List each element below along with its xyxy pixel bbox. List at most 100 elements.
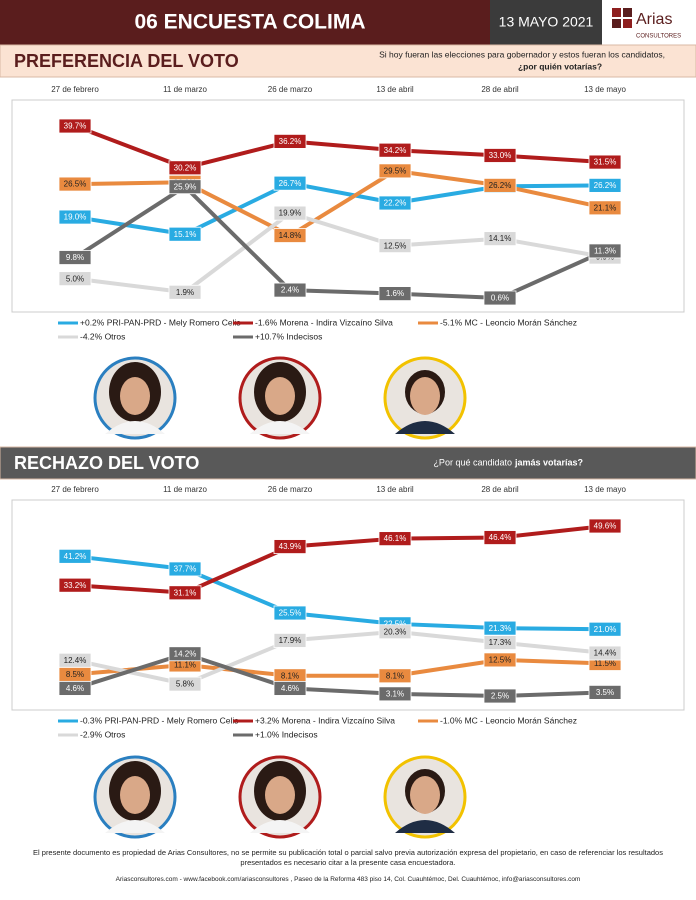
data-label: 3.1%	[386, 689, 404, 698]
data-label-box	[168, 160, 202, 176]
data-label-box	[378, 286, 412, 302]
x-tick-label: 28 de abril	[481, 85, 519, 94]
data-label: 9.8%	[66, 253, 84, 262]
data-label: 1.9%	[176, 288, 194, 297]
series-line	[74, 651, 606, 698]
data-label-box	[58, 548, 92, 564]
data-label-box	[168, 226, 202, 242]
photo-face	[410, 377, 440, 415]
subtitle: ¿Por qué candidato	[433, 457, 512, 467]
data-label: 1.6%	[386, 289, 404, 298]
data-label-box	[168, 585, 202, 601]
data-label: 8.1%	[386, 671, 404, 680]
data-label-box	[168, 646, 202, 662]
x-tick-label: 11 de marzo	[163, 485, 207, 494]
data-label-box	[378, 238, 412, 254]
x-tick-label: 13 de abril	[376, 85, 414, 94]
x-tick-label: 13 de mayo	[584, 85, 626, 94]
data-label-box	[588, 684, 622, 700]
photo-face	[120, 377, 150, 415]
data-label-box	[273, 681, 307, 696]
photo-face	[265, 776, 295, 814]
data-label-box	[273, 282, 307, 298]
data-label-box	[483, 148, 517, 163]
header-title: 06 ENCUESTA COLIMA	[134, 11, 365, 34]
data-label-box	[378, 531, 412, 547]
data-label: 19.0%	[64, 213, 87, 222]
x-tick-label: 26 de marzo	[268, 485, 313, 494]
data-label: 2.4%	[281, 286, 299, 295]
subtitle: ¿por quién votarías?	[518, 61, 602, 71]
legend-label: -4.2% Otros	[80, 331, 125, 341]
data-label: 14.1%	[489, 234, 512, 243]
data-label-box	[168, 284, 202, 300]
section-bar	[0, 446, 696, 480]
data-label-box	[483, 177, 517, 193]
candidate-photos	[93, 356, 467, 440]
data-label: 37.7%	[174, 565, 197, 574]
data-label: 26.5%	[64, 180, 87, 189]
data-label-box	[273, 175, 307, 191]
x-tick-label: 27 de febrero	[51, 85, 99, 94]
logo-text: Arias	[636, 11, 672, 28]
data-label-box	[168, 179, 202, 195]
data-label: 17.9%	[279, 636, 302, 645]
legend-label: -2.9% Otros	[80, 729, 125, 739]
data-label: 5.8%	[176, 680, 194, 689]
section-bar	[0, 44, 696, 78]
data-label-box	[483, 620, 517, 636]
x-tick-label: 13 de mayo	[584, 485, 626, 494]
legend-label: +0.2% PRI-PAN-PRD - Mely Romero Celis	[80, 317, 241, 327]
logo-subtext: CONSULTORES	[636, 34, 681, 40]
data-label: 26.2%	[594, 181, 617, 190]
photo-body	[250, 421, 310, 434]
date-box	[490, 0, 602, 45]
data-label-box	[58, 118, 92, 134]
photo-face	[120, 776, 150, 814]
data-label: 5.0%	[66, 274, 84, 283]
series-line	[74, 524, 606, 595]
data-label: 21.1%	[594, 203, 617, 212]
data-label: 11.1%	[174, 661, 196, 670]
data-label-box	[168, 561, 202, 577]
series-line	[74, 657, 606, 678]
data-label: 39.7%	[64, 122, 87, 131]
section-title: RECHAZO DEL VOTO	[14, 453, 199, 473]
data-label-box	[58, 176, 92, 192]
data-label-box	[58, 652, 92, 668]
footer-notice: El presente documento es propiedad de Ar…	[33, 848, 663, 867]
data-label: 4.6%	[66, 684, 84, 693]
legend-label: -1.6% Morena - Indira Vizcaíno Silva	[255, 317, 393, 327]
data-label-box	[378, 686, 412, 702]
plot-area	[11, 99, 685, 313]
data-label-box	[58, 209, 92, 225]
data-label-box	[58, 577, 92, 593]
data-label: 8.5%	[66, 670, 84, 679]
data-label-box	[588, 154, 622, 170]
photo-face	[410, 776, 440, 814]
data-label: 22.2%	[384, 199, 407, 208]
data-label: 46.1%	[384, 534, 407, 543]
data-label: 33.2%	[64, 581, 87, 590]
data-label-box	[273, 133, 307, 149]
series-line	[74, 211, 606, 295]
series-line	[74, 554, 606, 632]
series-line	[73, 184, 606, 300]
data-label-box	[483, 231, 517, 247]
data-label-box	[168, 676, 202, 692]
data-label-box	[588, 177, 622, 193]
data-label: 41.2%	[64, 552, 87, 561]
data-label-box	[483, 635, 517, 650]
data-label: 22.5%	[384, 619, 407, 628]
data-label: 33.0%	[489, 151, 512, 160]
data-label: 21.0%	[594, 625, 617, 634]
data-label: 43.9%	[279, 542, 302, 551]
x-tick-label: 27 de febrero	[51, 485, 99, 494]
series-line	[74, 629, 606, 687]
data-label-box	[483, 530, 517, 545]
data-label: 4.6%	[281, 684, 299, 693]
data-label-box	[588, 243, 622, 259]
data-label: 31.5%	[594, 158, 617, 167]
